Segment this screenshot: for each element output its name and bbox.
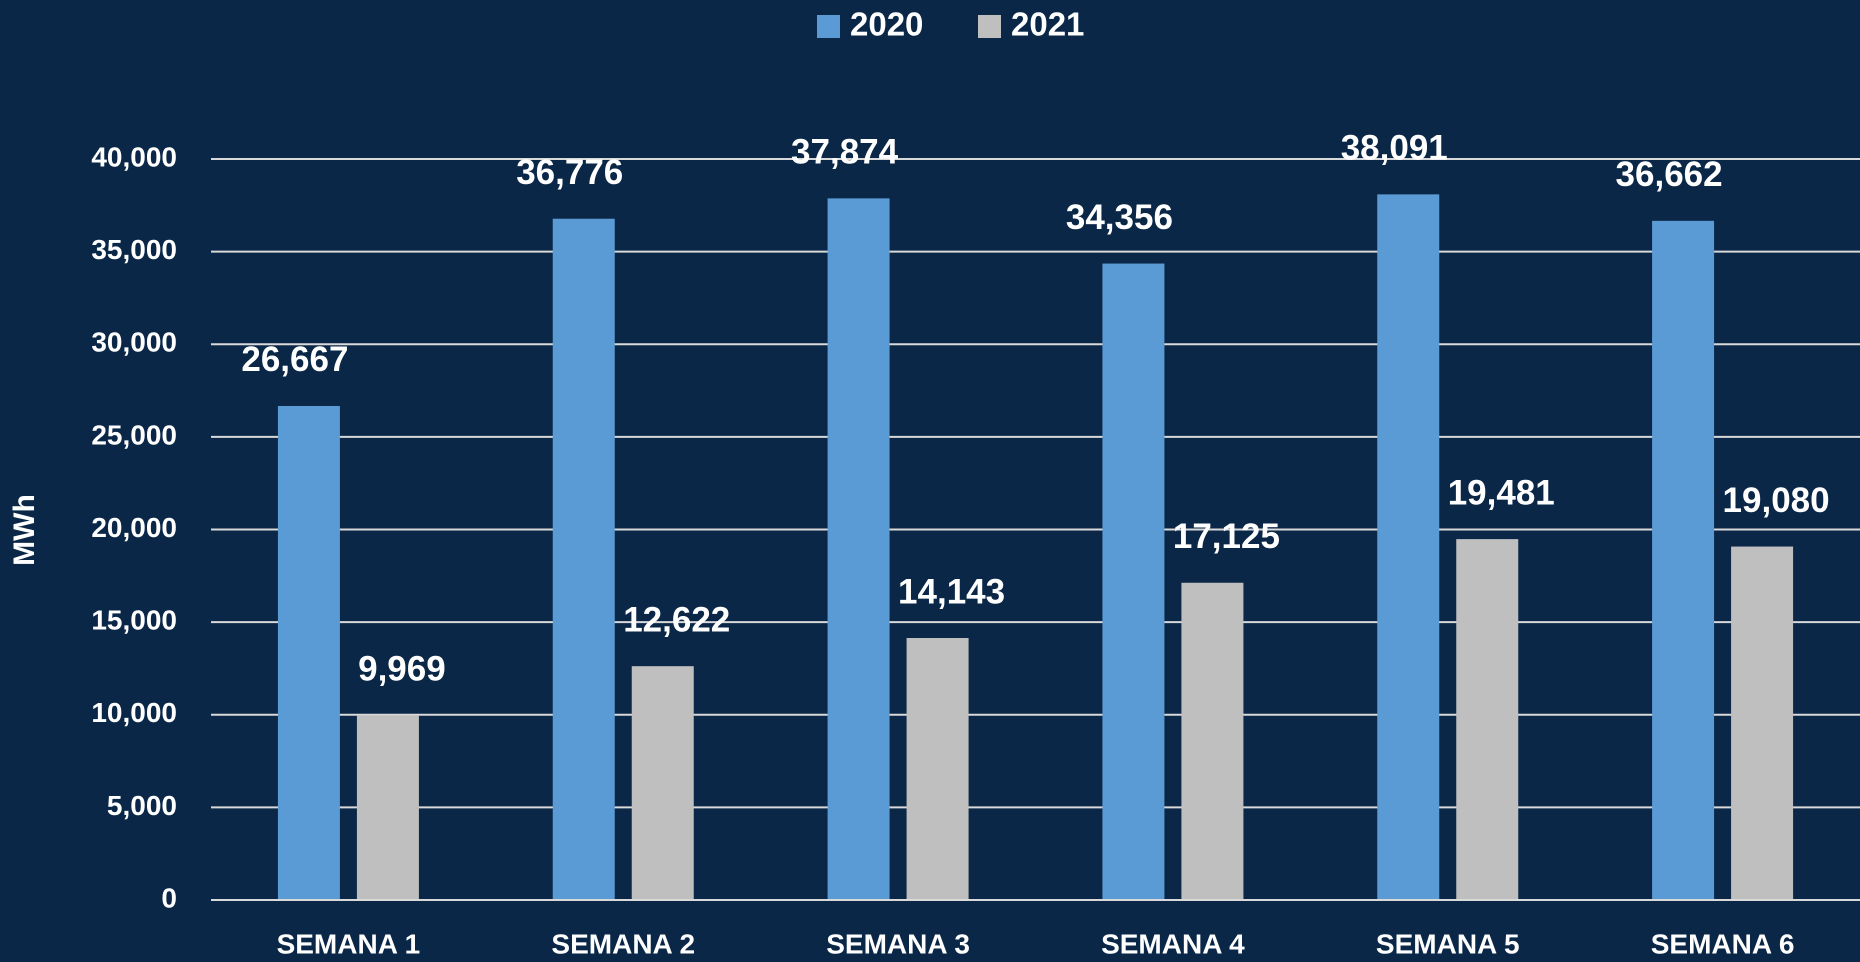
legend-swatch bbox=[817, 15, 840, 38]
bar bbox=[906, 638, 969, 900]
y-tick-label: 0 bbox=[161, 882, 177, 913]
x-tick-label: SEMANA 1 bbox=[277, 928, 421, 959]
value-label: 12,622 bbox=[623, 600, 730, 639]
value-label: 36,776 bbox=[516, 153, 623, 192]
legend-label: 2020 bbox=[850, 6, 923, 43]
y-tick-label: 40,000 bbox=[91, 141, 177, 172]
value-label: 19,080 bbox=[1723, 481, 1830, 520]
y-tick-label: 15,000 bbox=[91, 605, 177, 636]
value-label: 34,356 bbox=[1066, 198, 1173, 237]
x-tick-label: SEMANA 5 bbox=[1376, 928, 1520, 959]
y-tick-label: 30,000 bbox=[91, 327, 177, 358]
bar bbox=[1102, 263, 1165, 900]
x-tick-label: SEMANA 6 bbox=[1651, 928, 1795, 959]
bar bbox=[1456, 539, 1519, 900]
y-tick-label: 20,000 bbox=[91, 512, 177, 543]
value-label: 17,125 bbox=[1173, 517, 1280, 556]
value-label: 38,091 bbox=[1341, 129, 1448, 168]
y-axis-label: MWh bbox=[8, 494, 41, 566]
bar bbox=[1181, 582, 1244, 900]
value-label: 26,667 bbox=[241, 340, 348, 379]
x-tick-label: SEMANA 4 bbox=[1101, 928, 1245, 959]
x-tick-label: SEMANA 2 bbox=[551, 928, 695, 959]
value-label: 14,143 bbox=[898, 572, 1005, 611]
x-tick-label: SEMANA 3 bbox=[826, 928, 970, 959]
bar bbox=[552, 218, 615, 900]
bar bbox=[631, 666, 694, 900]
bar bbox=[356, 715, 419, 900]
bar bbox=[827, 198, 890, 900]
legend-label: 2021 bbox=[1011, 6, 1084, 43]
legend-swatch bbox=[978, 15, 1001, 38]
bar bbox=[1731, 546, 1794, 900]
y-tick-label: 35,000 bbox=[91, 234, 177, 265]
bar bbox=[1652, 220, 1715, 901]
bar bbox=[277, 405, 340, 900]
value-label: 9,969 bbox=[358, 650, 446, 689]
value-label: 37,874 bbox=[791, 133, 899, 172]
value-label: 36,662 bbox=[1616, 155, 1723, 194]
y-tick-label: 5,000 bbox=[107, 790, 177, 821]
bar bbox=[1377, 194, 1440, 900]
value-label: 19,481 bbox=[1448, 473, 1555, 512]
y-tick-label: 10,000 bbox=[91, 697, 177, 728]
y-tick-label: 25,000 bbox=[91, 419, 177, 450]
